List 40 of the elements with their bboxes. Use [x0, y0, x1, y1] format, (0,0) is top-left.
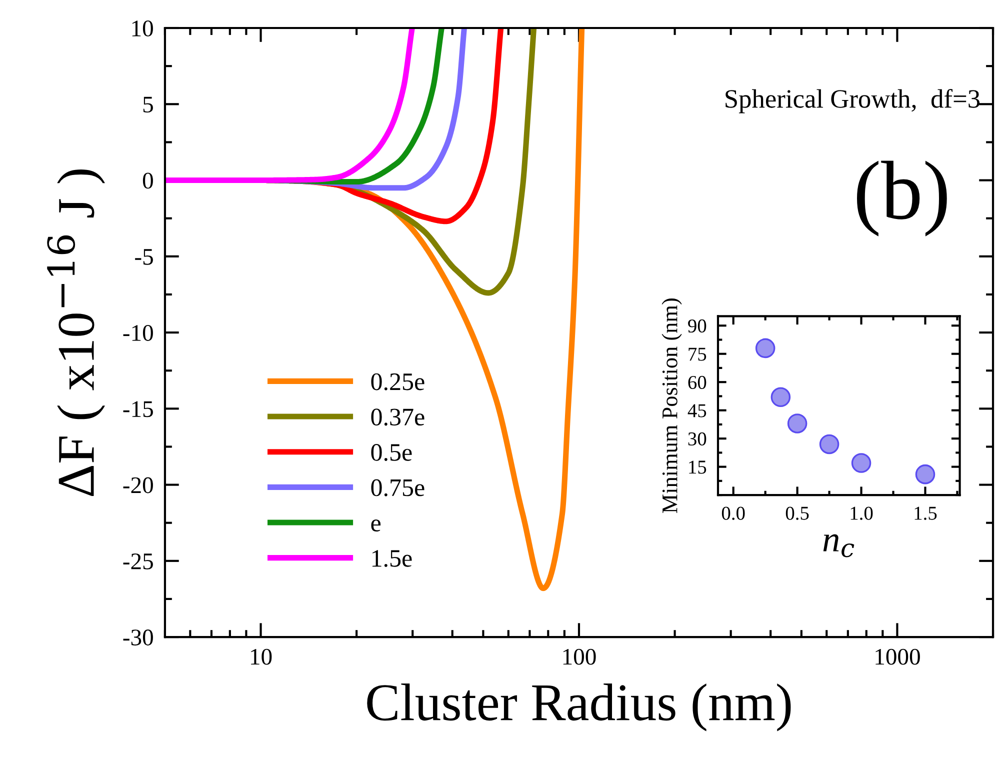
x-tick-label: 10 [251, 648, 272, 665]
legend-label: 0.75e [371, 479, 424, 496]
x-tick-label: 100 [563, 648, 596, 665]
x-tick-label: 0.5 [786, 506, 809, 520]
y-tick-label: -5 [135, 249, 153, 265]
point [755, 338, 776, 358]
x-tick-label: 1000 [876, 648, 920, 665]
legend-label: e [371, 519, 381, 532]
y-tick-label: -20 [123, 477, 153, 494]
annotation: Spherical Growth, df=3 [726, 88, 980, 114]
legend-label: 0.37e [371, 408, 424, 426]
x-tick-label: 1.0 [850, 506, 873, 520]
y-tick-label: -15 [123, 401, 153, 418]
y-tick-label: 10 [132, 20, 153, 36]
y-tick-label: 75 [688, 348, 706, 361]
y-axis-title: Minimum Position (nm) [662, 298, 682, 514]
point [770, 387, 791, 408]
point [851, 453, 872, 473]
y-tick-label: -10 [123, 325, 153, 341]
y-tick-label: 15 [689, 460, 706, 474]
legend-label: 0.5e [371, 444, 412, 461]
legend-label: 1.5e [372, 550, 412, 567]
annotation: (b) [857, 160, 947, 236]
point [915, 464, 936, 484]
y-tick-label: 60 [688, 376, 706, 390]
y-tick-label: -30 [123, 630, 153, 646]
x-tick-label: 1.5 [914, 506, 937, 520]
point [787, 414, 808, 434]
legend-label: 0.25e [371, 373, 424, 390]
x-axis-title: n$_{c}$ [823, 534, 854, 558]
x-axis-title: Cluster Radius (nm) [367, 683, 791, 732]
y-tick-label: 0 [142, 172, 153, 189]
point [819, 434, 840, 454]
y-tick-label: 5 [143, 96, 153, 113]
y-tick-label: -25 [123, 553, 153, 570]
y-tick-label: 30 [688, 432, 706, 446]
y-tick-label: 45 [688, 404, 706, 418]
y-tick-label: 90 [688, 319, 706, 333]
y-axis-title: ΔF ( x10$^{−16}$ J ) [47, 170, 105, 496]
x-tick-label: 0.0 [722, 506, 745, 520]
